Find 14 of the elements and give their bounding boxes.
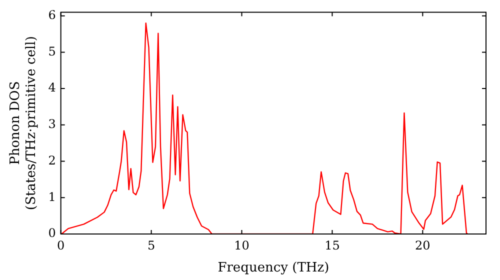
x-axis-title: Frequency (THz) [218, 260, 330, 276]
y-tick-label: 1 [48, 190, 56, 204]
x-tick-label: 10 [234, 238, 250, 252]
x-tick-label: 0 [57, 238, 65, 252]
y-tick-label: 4 [48, 80, 56, 95]
y-tick-label: 5 [48, 44, 56, 58]
y-tick-label: 3 [48, 117, 56, 132]
x-tick-label: 20 [415, 238, 430, 252]
y-tick-label: 2 [48, 153, 56, 168]
y-tick-label: 0 [48, 226, 56, 240]
x-tick-label: 15 [324, 238, 340, 252]
x-tick-label: 5 [147, 238, 156, 252]
y-axis-title: Phonon DOS (States/THz·primitive cell) [8, 36, 39, 210]
y-tick-label: 6 [48, 8, 56, 22]
